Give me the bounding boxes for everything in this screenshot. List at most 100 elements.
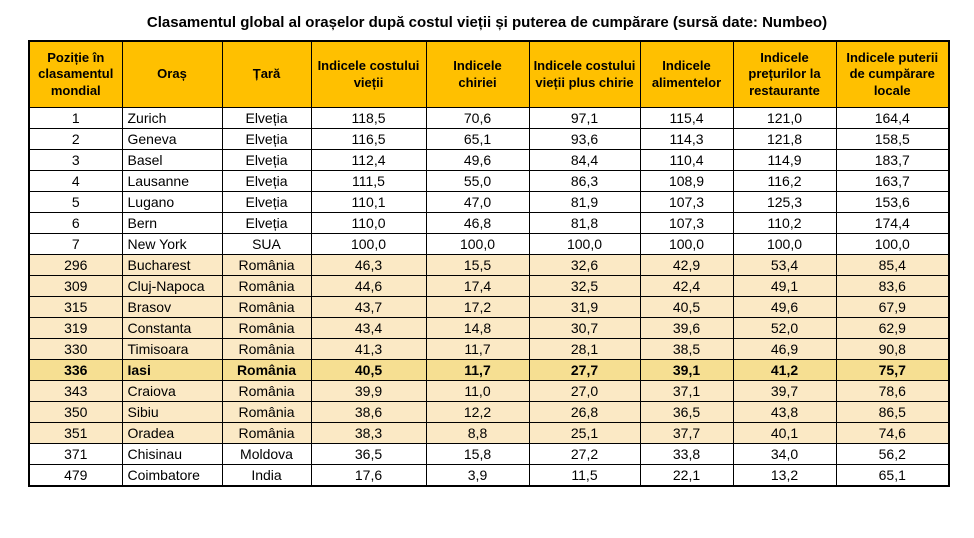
city-cell: Iasi — [121, 359, 223, 381]
country-cell: Moldova — [221, 443, 312, 465]
groceries-cell: 108,9 — [639, 170, 734, 192]
table-body: 1 Zurich Elveția 118,5 70,6 97,1 115,4 121,0 164… — [28, 107, 950, 487]
col-plus-rent-cell: 30,7 — [528, 317, 641, 339]
col-plus-rent-cell: 28,1 — [528, 338, 641, 360]
cost-of-living-cell: 44,6 — [310, 275, 427, 297]
cost-of-living-cell: 118,5 — [310, 107, 427, 129]
purchasing-power-cell: 85,4 — [835, 254, 950, 276]
country-cell: Elveția — [221, 170, 312, 192]
rent-cell: 15,8 — [425, 443, 530, 465]
city-cell: Craiova — [121, 380, 223, 402]
purchasing-power-cell: 62,9 — [835, 317, 950, 339]
country-cell: Elveția — [221, 212, 312, 234]
table-row: 1 Zurich Elveția 118,5 70,6 97,1 115,4 121,0 164… — [28, 107, 950, 129]
cost-of-living-cell: 116,5 — [310, 128, 427, 150]
cost-of-living-cell: 43,4 — [310, 317, 427, 339]
table-row: 343 Craiova România 39,9 11,0 27,0 37,1 39,7 78,… — [28, 380, 950, 402]
table-row: 2 Geneva Elveția 116,5 65,1 93,6 114,3 121,8 158… — [28, 128, 950, 150]
rank-cell: 315 — [28, 296, 123, 318]
city-cell: Timisoara — [121, 338, 223, 360]
rent-cell: 100,0 — [425, 233, 530, 255]
rent-cell: 14,8 — [425, 317, 530, 339]
cost-of-living-cell: 38,6 — [310, 401, 427, 423]
purchasing-power-cell: 67,9 — [835, 296, 950, 318]
column-header-rent: Indicele chiriei — [425, 40, 530, 108]
column-header-groceries: Indicele alimentelor — [639, 40, 734, 108]
groceries-cell: 107,3 — [639, 212, 734, 234]
column-header-cost-of-living: Indicele costului vieții — [310, 40, 427, 108]
rank-cell: 479 — [28, 464, 123, 487]
column-header-col-plus-rent: Indicele costului vieții plus chirie — [528, 40, 641, 108]
city-cell: Constanta — [121, 317, 223, 339]
rank-cell: 336 — [28, 359, 123, 381]
cost-of-living-cell: 111,5 — [310, 170, 427, 192]
country-cell: România — [221, 380, 312, 402]
restaurant-cell: 125,3 — [732, 191, 837, 213]
groceries-cell: 39,6 — [639, 317, 734, 339]
cost-of-living-cell: 17,6 — [310, 464, 427, 487]
rent-cell: 55,0 — [425, 170, 530, 192]
restaurant-cell: 121,8 — [732, 128, 837, 150]
rent-cell: 46,8 — [425, 212, 530, 234]
table-row: 371 Chisinau Moldova 36,5 15,8 27,2 33,8 34,0 56… — [28, 443, 950, 465]
rank-cell: 5 — [28, 191, 123, 213]
cost-of-living-cell: 40,5 — [310, 359, 427, 381]
city-cell: Sibiu — [121, 401, 223, 423]
country-cell: SUA — [221, 233, 312, 255]
purchasing-power-cell: 74,6 — [835, 422, 950, 444]
restaurant-cell: 46,9 — [732, 338, 837, 360]
restaurant-cell: 49,6 — [732, 296, 837, 318]
city-cell: Bern — [121, 212, 223, 234]
groceries-cell: 115,4 — [639, 107, 734, 129]
col-plus-rent-cell: 26,8 — [528, 401, 641, 423]
purchasing-power-cell: 78,6 — [835, 380, 950, 402]
country-cell: România — [221, 359, 312, 381]
country-cell: România — [221, 338, 312, 360]
table-row: 479 Coimbatore India 17,6 3,9 11,5 22,1 13,2 65,… — [28, 464, 950, 487]
cost-of-living-cell: 100,0 — [310, 233, 427, 255]
rank-cell: 330 — [28, 338, 123, 360]
rent-cell: 17,4 — [425, 275, 530, 297]
country-cell: România — [221, 296, 312, 318]
purchasing-power-cell: 163,7 — [835, 170, 950, 192]
restaurant-cell: 49,1 — [732, 275, 837, 297]
city-cell: Brasov — [121, 296, 223, 318]
cost-of-living-cell: 112,4 — [310, 149, 427, 171]
col-plus-rent-cell: 32,6 — [528, 254, 641, 276]
city-cell: Oradea — [121, 422, 223, 444]
col-plus-rent-cell: 93,6 — [528, 128, 641, 150]
col-plus-rent-cell: 86,3 — [528, 170, 641, 192]
table-row: 7 New York SUA 100,0 100,0 100,0 100,0 100,0 100… — [28, 233, 950, 255]
city-cell: Lugano — [121, 191, 223, 213]
col-plus-rent-cell: 31,9 — [528, 296, 641, 318]
rank-cell: 350 — [28, 401, 123, 423]
groceries-cell: 36,5 — [639, 401, 734, 423]
country-cell: România — [221, 422, 312, 444]
rank-cell: 3 — [28, 149, 123, 171]
purchasing-power-cell: 86,5 — [835, 401, 950, 423]
col-plus-rent-cell: 100,0 — [528, 233, 641, 255]
table-row: 319 Constanta România 43,4 14,8 30,7 39,6 52,0 6… — [28, 317, 950, 339]
col-plus-rent-cell: 32,5 — [528, 275, 641, 297]
column-header-country: Țară — [221, 40, 312, 108]
rank-cell: 371 — [28, 443, 123, 465]
restaurant-cell: 39,7 — [732, 380, 837, 402]
rank-cell: 2 — [28, 128, 123, 150]
col-plus-rent-cell: 11,5 — [528, 464, 641, 487]
city-cell: Lausanne — [121, 170, 223, 192]
rank-cell: 343 — [28, 380, 123, 402]
col-plus-rent-cell: 27,7 — [528, 359, 641, 381]
page-title: Clasamentul global al orașelor după cost… — [146, 14, 828, 31]
country-cell: România — [221, 275, 312, 297]
city-cell: Chisinau — [121, 443, 223, 465]
groceries-cell: 38,5 — [639, 338, 734, 360]
country-cell: Elveția — [221, 107, 312, 129]
city-cell: New York — [121, 233, 223, 255]
groceries-cell: 40,5 — [639, 296, 734, 318]
country-cell: România — [221, 317, 312, 339]
cost-of-living-cell: 110,0 — [310, 212, 427, 234]
purchasing-power-cell: 90,8 — [835, 338, 950, 360]
rank-cell: 1 — [28, 107, 123, 129]
city-cell: Coimbatore — [121, 464, 223, 487]
groceries-cell: 33,8 — [639, 443, 734, 465]
